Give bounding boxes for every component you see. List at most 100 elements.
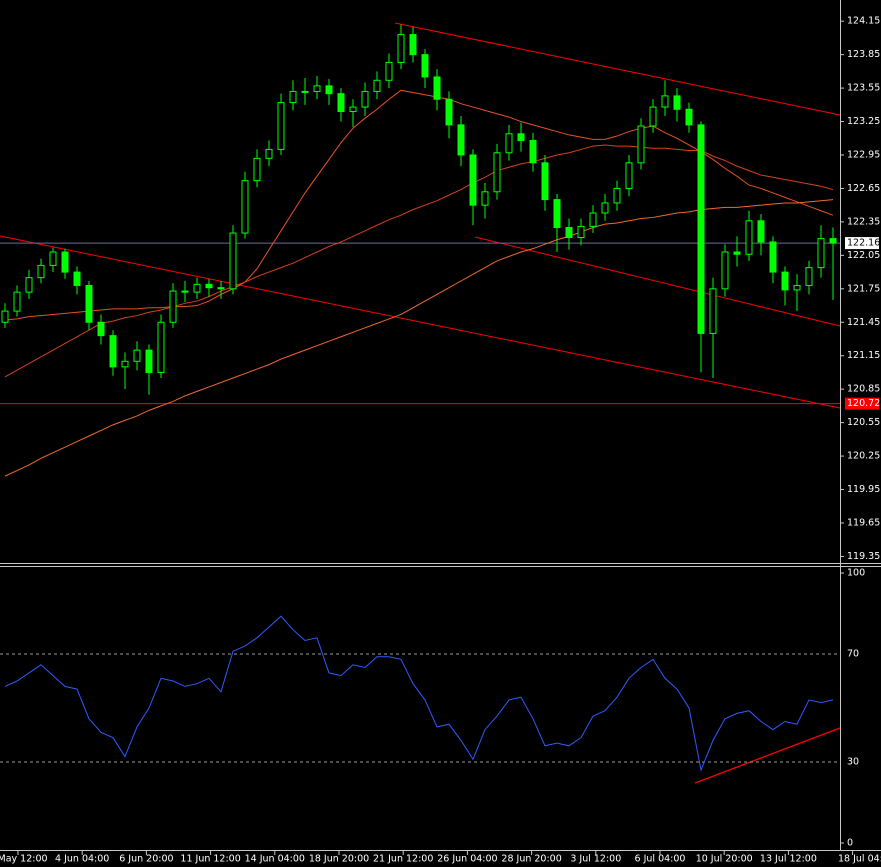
candle-body [805, 267, 813, 286]
candle-body [85, 284, 93, 323]
y-tick-label: 119.95 [847, 484, 880, 495]
candle-body [373, 79, 381, 92]
candle-body [565, 226, 573, 239]
candle-body [661, 95, 669, 108]
candle-body [385, 61, 393, 81]
y-tick-label: 120.85 [847, 384, 880, 395]
candle-body [325, 85, 333, 95]
x-tick-label: 4 Jun 04:00 [55, 854, 109, 865]
candle-body [193, 283, 201, 293]
x-tick-label: 6 Jul 04:00 [635, 854, 686, 865]
candle-body [637, 125, 645, 164]
candle-body [709, 288, 717, 334]
y-tick-label: 123.85 [847, 49, 880, 60]
x-tick-label: 26 Jun 04:00 [437, 854, 497, 865]
candle-body [337, 93, 345, 113]
candle-body [505, 133, 513, 154]
y-tick-label: 119.35 [847, 551, 880, 562]
candle-body [433, 76, 441, 100]
candle-body [601, 202, 609, 214]
x-tick-label: 14 Jun 04:00 [245, 854, 305, 865]
x-tick-label: 18 Jun 20:00 [309, 854, 369, 865]
candle-body [697, 124, 705, 334]
y-tick-label: 0 [847, 838, 853, 849]
y-tick-label: 122.95 [847, 149, 880, 160]
y-tick-label: 122.35 [847, 216, 880, 227]
candle-body [349, 106, 357, 113]
price-label-box [845, 397, 879, 410]
trend-line [0, 235, 841, 409]
candle-body [181, 290, 189, 293]
candle-body [217, 287, 225, 290]
candle-body [445, 98, 453, 126]
moving-average [4, 89, 834, 321]
candle-body [121, 360, 129, 368]
x-tick-label: 0 May 12:00 [0, 854, 48, 865]
candle-body [817, 238, 825, 269]
y-tick-label: 30 [847, 757, 859, 768]
price-label: 122.16 [847, 238, 880, 249]
candle-body [37, 264, 45, 279]
candle-body [733, 251, 741, 255]
candle-body [133, 349, 141, 362]
y-tick-label: 123.55 [847, 83, 880, 94]
y-tick-label: 122.05 [847, 250, 880, 261]
x-tick-label: 3 Jul 12:00 [570, 854, 621, 865]
trend-line [394, 22, 841, 116]
candle-body [745, 220, 753, 255]
y-tick-label: 121.45 [847, 317, 880, 328]
candle-body [277, 102, 285, 150]
candle-body [241, 180, 249, 234]
candle-body [829, 238, 837, 244]
x-tick-label: 28 Jun 20:00 [501, 854, 561, 865]
candle-body [793, 284, 801, 291]
x-tick-label: 11 Jun 12:00 [180, 854, 240, 865]
candle-body [109, 335, 117, 368]
price-label: 120.72 [847, 398, 880, 409]
candle-body [493, 152, 501, 193]
x-tick-label: 10 Jul 20:00 [696, 854, 753, 865]
y-tick-label: 121.15 [847, 350, 880, 361]
candle-body [781, 271, 789, 291]
trend-line [474, 236, 841, 327]
rsi-line [4, 615, 834, 772]
y-tick-label: 120.25 [847, 451, 880, 462]
y-tick-label: 124.15 [847, 16, 880, 27]
trend-lines [0, 22, 841, 784]
candle-body [409, 34, 417, 56]
y-tick-label: 121.75 [847, 283, 880, 294]
candle-body [97, 321, 105, 337]
candle-body [721, 251, 729, 290]
candle-body [229, 232, 237, 290]
x-tick-label: 6 Jun 20:00 [119, 854, 173, 865]
candle-body [685, 108, 693, 126]
candle-body [61, 251, 69, 273]
candle-body [361, 90, 369, 108]
candle-body [49, 251, 57, 266]
y-tick-label: 123.25 [847, 116, 880, 127]
candle-body [25, 277, 33, 293]
y-tick-label: 122.65 [847, 183, 880, 194]
candle-body [313, 85, 321, 92]
x-tick-label: 18 Jul 04:00 [838, 854, 881, 865]
candle-body [649, 106, 657, 127]
x-tick-label: 21 Jun 12:00 [373, 854, 433, 865]
candle-body [145, 349, 153, 373]
candle-body [169, 290, 177, 323]
y-tick-label: 100 [847, 568, 865, 579]
y-tick-label: 70 [847, 649, 859, 660]
candle-body [481, 191, 489, 206]
candle-body [757, 220, 765, 243]
candle-body [589, 212, 597, 227]
candle-body [205, 283, 213, 289]
moving-average [4, 199, 834, 477]
candle-body [457, 124, 465, 156]
y-tick-label: 120.55 [847, 417, 880, 428]
candle-body [613, 187, 621, 204]
y-tick-label: 119.65 [847, 517, 880, 528]
trend-line [694, 727, 841, 784]
candle-body [625, 162, 633, 189]
